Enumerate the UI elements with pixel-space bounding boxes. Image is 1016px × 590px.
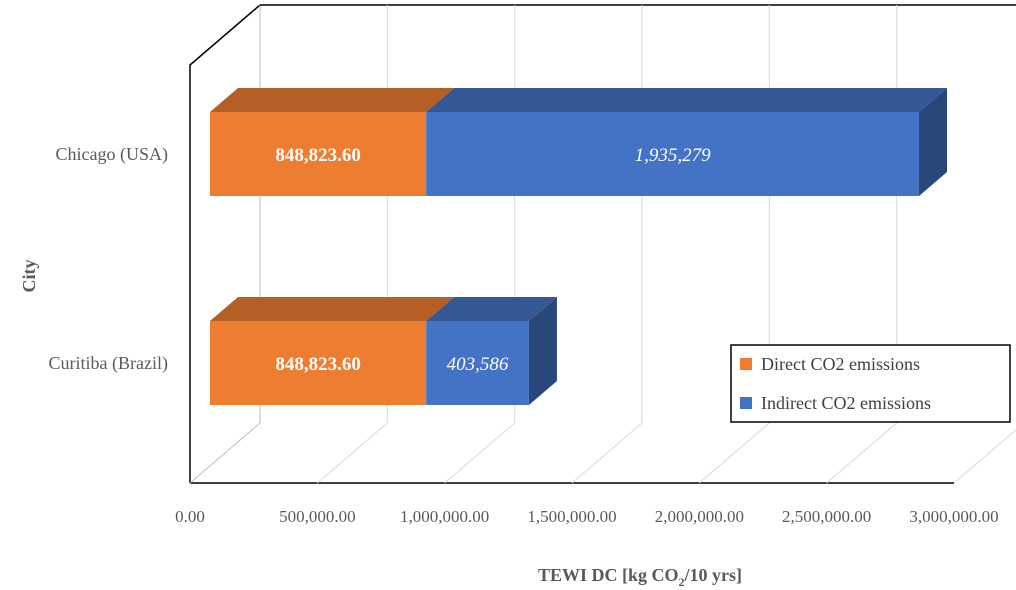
- bars: 848,823.60 1,935,279 848,823.60 403,586: [210, 88, 948, 405]
- x-axis-title: TEWI DC [kg CO2/10 yrs]: [538, 565, 742, 589]
- bar-top-face: [426, 88, 948, 112]
- bar-top-face: [426, 297, 557, 321]
- gridline: [953, 429, 1016, 484]
- gridline: [571, 5, 643, 484]
- floor-side-edge: [189, 422, 261, 484]
- bar-side-face: [528, 297, 557, 405]
- x-tick-label: 0.00: [175, 507, 205, 526]
- data-label: 848,823.60: [275, 354, 361, 375]
- data-label: 403,586: [447, 354, 509, 375]
- data-label: 848,823.60: [275, 145, 361, 166]
- category-labels: Chicago (USA) Curitiba (Brazil): [49, 144, 168, 374]
- bar-front-face: [210, 112, 427, 196]
- legend-swatch-indirect: [740, 397, 752, 409]
- x-axis-title-main: TEWI DC [kg CO: [538, 565, 679, 585]
- legend: Direct CO2 emissions Indirect CO2 emissi…: [730, 344, 1011, 423]
- x-tick-label: 3,000,000.00: [909, 507, 998, 526]
- bar-front-face: [426, 112, 920, 196]
- bar-top-face: [210, 297, 455, 321]
- legend-label-direct: Direct CO2 emissions: [761, 354, 920, 374]
- legend-box: [730, 344, 1011, 423]
- x-tick-labels: 0.00 500,000.00 1,000,000.00 1,500,000.00 2,…: [175, 507, 999, 526]
- data-label: 1,935,279: [635, 145, 712, 166]
- gridline: [444, 5, 516, 484]
- bar-front-face: [210, 321, 427, 405]
- bar-front-face: [426, 321, 529, 405]
- category-label: Curitiba (Brazil): [49, 353, 168, 374]
- bar-side-face: [919, 88, 948, 196]
- x-tick-label: 500,000.00: [279, 507, 356, 526]
- x-tick-label: 1,000,000.00: [400, 507, 489, 526]
- legend-swatch-direct: [740, 358, 752, 370]
- left-wall-edge: [189, 4, 261, 483]
- x-tick-label: 1,500,000.00: [527, 507, 616, 526]
- x-tick-label: 2,500,000.00: [782, 507, 871, 526]
- x-axis-title-sub: 2: [679, 575, 685, 589]
- category-label: Chicago (USA): [56, 144, 168, 165]
- gridline: [317, 5, 388, 484]
- legend-label-indirect: Indirect CO2 emissions: [761, 393, 931, 413]
- x-axis-title-tail: /10 yrs]: [684, 565, 743, 585]
- x-tick-label: 2,000,000.00: [655, 507, 744, 526]
- bar-top-face: [210, 88, 455, 112]
- y-axis-title: City: [19, 260, 39, 293]
